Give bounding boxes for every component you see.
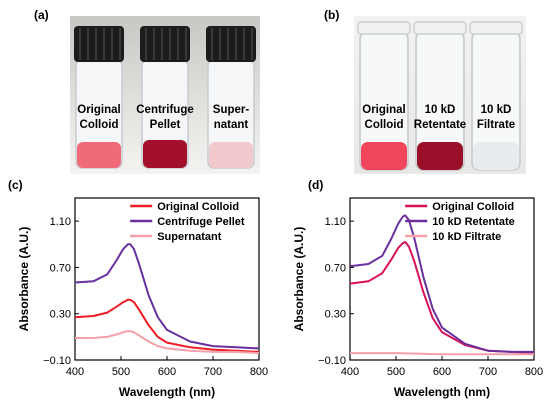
panel-label-b: (b) (324, 8, 340, 22)
vial-label-line1: 10 kD (481, 104, 512, 116)
vial-label-line2: Colloid (80, 119, 119, 131)
vials-photo-b: Original Colloid 10 kD Retentate 10 kD F… (354, 16, 526, 174)
legend-label: Original Colloid (157, 201, 239, 213)
vial-cap (140, 26, 190, 62)
vial-label-line1: 10 kD (425, 104, 456, 116)
vial-label-line2: Colloid (365, 119, 404, 131)
y-tick-label: 0.70 (50, 262, 71, 274)
vial-liquid (77, 142, 121, 168)
vial-label-line1: Original (77, 104, 120, 116)
absorbance-chart-c: 400 500 600 700 800 −0.10 0.30 0.70 1.10 Waveleng… (17, 197, 268, 399)
vial-10kd-filtrate (469, 21, 523, 171)
vial-centrifuge-pellet (140, 26, 190, 169)
vial-label-line2: Filtrate (477, 119, 515, 131)
vial-label-line2: Retentate (414, 119, 466, 131)
vial-original-colloid (357, 21, 411, 171)
x-tick-label: 500 (387, 366, 405, 378)
vial-10kd-retentate (413, 21, 467, 171)
legend-label: Supernatant (157, 231, 222, 243)
vial-label-line1: Original (362, 104, 405, 116)
legend-label: 10 kD Filtrate (432, 231, 501, 243)
vial-liquid (417, 142, 463, 170)
x-tick-label: 400 (66, 366, 84, 378)
y-tick-label: 1.10 (50, 216, 71, 228)
vial-cap (206, 26, 256, 62)
y-tick-label: −0.10 (43, 355, 71, 367)
vial-label-line2: natant (214, 119, 249, 131)
panel-label-c: (c) (8, 178, 23, 192)
y-axis-title: Absorbance (A.U.) (292, 227, 306, 332)
x-tick-label: 600 (433, 366, 451, 378)
panel-label-a: (a) (34, 8, 49, 22)
y-tick-label: 0.70 (325, 262, 346, 274)
series-line-1 (349, 214, 534, 353)
vial-liquid (209, 142, 253, 168)
vial-label-line1: Centrifuge (136, 104, 194, 116)
series-line-2 (350, 352, 534, 356)
x-tick-label: 600 (158, 366, 176, 378)
photo-panel-b: Original Colloid 10 kD Retentate 10 kD F… (354, 16, 526, 174)
vial-liquid (473, 142, 519, 170)
legend-label: Centrifuge Pellet (157, 216, 245, 228)
x-tick-label: 500 (112, 366, 130, 378)
x-tick-label: 800 (525, 366, 543, 378)
x-tick-label: 700 (479, 366, 497, 378)
vials-photo-a: Original Colloid Centrifuge Pellet Super… (70, 16, 260, 174)
legend-label: Original Colloid (432, 201, 514, 213)
panel-label-d: (d) (308, 178, 324, 192)
vial-liquid (143, 140, 187, 168)
photo-panel-a: Original Colloid Centrifuge Pellet Super… (70, 16, 260, 174)
y-tick-label: 0.30 (325, 309, 346, 321)
vial-supernatant (206, 26, 256, 169)
x-axis-title: Wavelength (nm) (394, 385, 490, 399)
x-axis-title: Wavelength (nm) (119, 385, 215, 399)
y-tick-label: −0.10 (318, 355, 346, 367)
series-line-0 (74, 298, 260, 353)
series-line-2 (75, 330, 260, 355)
x-tick-label: 700 (204, 366, 222, 378)
y-tick-label: 1.10 (325, 216, 346, 228)
y-axis-title: Absorbance (A.U.) (17, 227, 31, 332)
y-tick-label: 0.30 (50, 309, 71, 321)
series-line-1 (74, 243, 260, 350)
legend-label: 10 kD Retentate (432, 216, 515, 228)
vial-label-line2: Pellet (150, 119, 181, 131)
vial-liquid (361, 142, 407, 170)
vial-original-colloid (74, 26, 124, 169)
x-tick-label: 800 (250, 366, 268, 378)
x-tick-label: 400 (341, 366, 359, 378)
absorbance-chart-d: 400 500 600 700 800 −0.10 0.30 0.70 1.10 Waveleng… (292, 197, 543, 399)
vial-cap (74, 26, 124, 62)
vial-label-line1: Super- (213, 104, 250, 116)
